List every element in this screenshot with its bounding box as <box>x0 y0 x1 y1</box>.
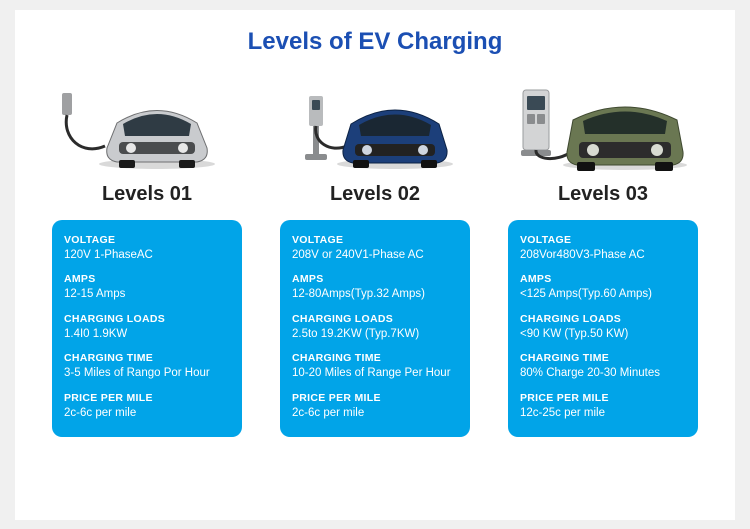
level-column-3: Levels 03 VOLTAGE 208Vor480V3-Phase AC AM… <box>499 68 707 438</box>
spec-value: 12-80Amps(Typ.32 Amps) <box>292 287 458 303</box>
spec-row: CHARGING TIME 10-20 Miles of Range Per Ho… <box>292 352 458 382</box>
spec-row: CHARGING LOADS 2.5to 19.2KW (Typ.7KW) <box>292 313 458 343</box>
spec-row: CHARGING LOADS 1.4I0 1.9KW <box>64 313 230 343</box>
spec-row: PRICE PER MILE 2c-6c per mile <box>64 392 230 422</box>
spec-label: CHARGING LOADS <box>64 313 230 325</box>
spec-card-2: VOLTAGE 208V or 240V1-Phase AC AMPS 12-80A… <box>280 220 470 438</box>
spec-card-1: VOLTAGE 120V 1-PhaseAC AMPS 12-15 Amps CHA… <box>52 220 242 438</box>
spec-label: VOLTAGE <box>292 234 458 246</box>
spec-value: 10-20 Miles of Range Per Hour <box>292 366 458 382</box>
spec-value: 3-5 Miles of Rango Por Hour <box>64 366 230 382</box>
spec-value: 80% Charge 20-30 Minutes <box>520 366 686 382</box>
spec-row: PRICE PER MILE 2c-6c per mile <box>292 392 458 422</box>
spec-label: VOLTAGE <box>520 234 686 246</box>
spec-row: VOLTAGE 208Vor480V3-Phase AC <box>520 234 686 264</box>
spec-value: <90 KW (Typ.50 KW) <box>520 327 686 343</box>
level-column-1: Levels 01 VOLTAGE 120V 1-PhaseAC AMPS 12-1… <box>43 68 251 438</box>
car-illustration-2 <box>285 68 465 173</box>
infographic-page: Levels of EV Charging <box>15 10 735 520</box>
spec-label: CHARGING TIME <box>520 352 686 364</box>
spec-row: VOLTAGE 120V 1-PhaseAC <box>64 234 230 264</box>
spec-label: CHARGING LOADS <box>292 313 458 325</box>
spec-label: AMPS <box>64 273 230 285</box>
spec-label: CHARGING TIME <box>64 352 230 364</box>
spec-row: AMPS 12-80Amps(Typ.32 Amps) <box>292 273 458 303</box>
spec-row: CHARGING TIME 3-5 Miles of Rango Por Hour <box>64 352 230 382</box>
car-illustration-3 <box>513 68 693 173</box>
spec-row: AMPS 12-15 Amps <box>64 273 230 303</box>
spec-value: 120V 1-PhaseAC <box>64 248 230 264</box>
level-label: Levels 01 <box>102 183 192 206</box>
spec-value: 2c-6c per mile <box>292 406 458 422</box>
spec-label: PRICE PER MILE <box>64 392 230 404</box>
car-icon <box>57 68 237 173</box>
spec-label: PRICE PER MILE <box>292 392 458 404</box>
spec-value: <125 Amps(Typ.60 Amps) <box>520 287 686 303</box>
level-label: Levels 03 <box>558 183 648 206</box>
level-column-2: Levels 02 VOLTAGE 208V or 240V1-Phase AC … <box>271 68 479 438</box>
car-illustration-1 <box>57 68 237 173</box>
spec-label: PRICE PER MILE <box>520 392 686 404</box>
spec-card-3: VOLTAGE 208Vor480V3-Phase AC AMPS <125 Amp… <box>508 220 698 438</box>
spec-value: 12-15 Amps <box>64 287 230 303</box>
spec-value: 2c-6c per mile <box>64 406 230 422</box>
spec-row: PRICE PER MILE 12c-25c per mile <box>520 392 686 422</box>
spec-value: 208V or 240V1-Phase AC <box>292 248 458 264</box>
spec-value: 2.5to 19.2KW (Typ.7KW) <box>292 327 458 343</box>
spec-value: 12c-25c per mile <box>520 406 686 422</box>
spec-row: CHARGING LOADS <90 KW (Typ.50 KW) <box>520 313 686 343</box>
car-icon <box>513 68 693 173</box>
spec-row: AMPS <125 Amps(Typ.60 Amps) <box>520 273 686 303</box>
car-icon <box>285 68 465 173</box>
spec-value: 1.4I0 1.9KW <box>64 327 230 343</box>
page-title: Levels of EV Charging <box>43 28 707 56</box>
spec-label: AMPS <box>520 273 686 285</box>
spec-label: AMPS <box>292 273 458 285</box>
spec-label: CHARGING TIME <box>292 352 458 364</box>
spec-label: CHARGING LOADS <box>520 313 686 325</box>
level-label: Levels 02 <box>330 183 420 206</box>
spec-row: CHARGING TIME 80% Charge 20-30 Minutes <box>520 352 686 382</box>
columns-container: Levels 01 VOLTAGE 120V 1-PhaseAC AMPS 12-1… <box>43 68 707 438</box>
spec-value: 208Vor480V3-Phase AC <box>520 248 686 264</box>
spec-label: VOLTAGE <box>64 234 230 246</box>
spec-row: VOLTAGE 208V or 240V1-Phase AC <box>292 234 458 264</box>
